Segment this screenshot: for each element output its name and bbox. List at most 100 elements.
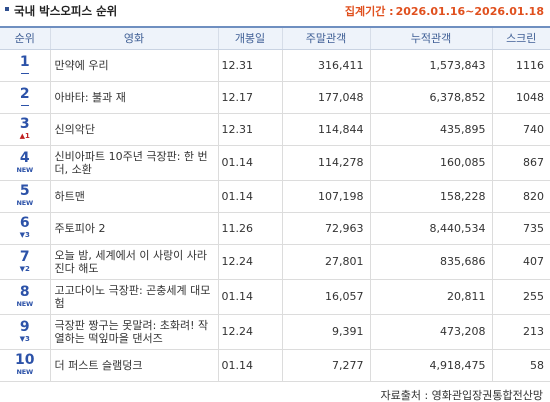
screen-count: 867 <box>491 145 550 181</box>
period-info: 집계기간 :2026.01.16~2026.01.18 <box>345 3 544 19</box>
screen-count: 407 <box>491 244 550 280</box>
column-header-total: 누적관객 <box>369 26 492 50</box>
release-date: 11.26 <box>217 212 282 245</box>
movie-title[interactable]: 더 퍼스트 슬램덩크 <box>49 349 218 382</box>
page-title: 국내 박스오피스 순위 <box>14 4 118 18</box>
release-date: 01.14 <box>217 349 282 382</box>
screen-count: 58 <box>491 349 550 382</box>
rank-cell: 4 NEW <box>0 145 50 181</box>
movie-title[interactable]: 만약에 우리 <box>49 49 218 82</box>
rank-number: 3 <box>19 116 30 132</box>
weekend-audience: 114,278 <box>281 145 370 181</box>
total-audience: 4,918,475 <box>369 349 492 382</box>
screen-count: 213 <box>491 314 550 350</box>
table-header-row: 순위 영화 개봉일 주말관객 누적관객 스크린 <box>0 26 550 50</box>
release-date: 01.14 <box>217 279 282 315</box>
rank-cell: 8 NEW <box>0 279 50 315</box>
new-entry-badge: NEW <box>16 368 34 376</box>
rank-down-indicator: ▼3 <box>19 334 30 343</box>
release-date: 01.14 <box>217 180 282 213</box>
rank-cell: 10 NEW <box>0 349 50 382</box>
screen-count: 255 <box>491 279 550 315</box>
total-audience: 8,440,534 <box>369 212 492 245</box>
weekend-audience: 7,277 <box>281 349 370 382</box>
column-header-rank: 순위 <box>0 26 50 50</box>
release-date: 12.17 <box>217 81 282 114</box>
release-date: 01.14 <box>217 145 282 181</box>
movie-title[interactable]: 하트맨 <box>49 180 218 213</box>
movie-title[interactable]: 아바타: 불과 재 <box>49 81 218 114</box>
table-row[interactable]: 10 NEW 더 퍼스트 슬램덩크 01.14 7,277 4,918,475 58 <box>0 349 550 382</box>
rank-unchanged-icon <box>0 70 50 76</box>
source-note: 자료출처 : 영화관입장권통합전산망 <box>380 389 544 402</box>
rank-unchanged-icon <box>0 102 50 108</box>
movie-title[interactable]: 고고다이노 극장판: 곤충세계 대모험 <box>49 279 218 315</box>
rank-cell: 2 <box>0 81 50 114</box>
new-entry-badge: NEW <box>16 199 34 207</box>
table-row[interactable]: 1 만약에 우리 12.31 316,411 1,573,843 1116 <box>0 49 550 82</box>
rank-number: 4 <box>19 149 30 166</box>
table-row[interactable]: 8 NEW 고고다이노 극장판: 곤충세계 대모험 01.14 16,057 20,811… <box>0 279 550 315</box>
header: 국내 박스오피스 순위 집계기간 :2026.01.16~2026.01.18 <box>0 0 550 22</box>
movie-title[interactable]: 신의악단 <box>49 113 218 146</box>
movie-title[interactable]: 신비아파트 10주년 극장판: 한 번 더, 소환 <box>49 145 218 181</box>
rank-cell: 5 NEW <box>0 180 50 213</box>
screen-count: 1048 <box>491 81 550 114</box>
total-audience: 20,811 <box>369 279 492 315</box>
release-date: 12.24 <box>217 244 282 280</box>
table-row[interactable]: 5 NEW 하트맨 01.14 107,198 158,228 820 <box>0 180 550 213</box>
rank-number: 7 <box>19 248 30 265</box>
rank-number: 8 <box>19 283 30 300</box>
rank-cell: 1 <box>0 49 50 82</box>
total-audience: 435,895 <box>369 113 492 146</box>
column-header-movie: 영화 <box>49 26 218 50</box>
weekend-audience: 9,391 <box>281 314 370 350</box>
movie-title[interactable]: 주토피아 2 <box>49 212 218 245</box>
table-row[interactable]: 9 ▼3 극장판 짱구는 못말려: 초화려! 작열하는 떡잎마을 댄서즈 12.24 9… <box>0 314 550 350</box>
movie-title[interactable]: 오늘 밤, 세계에서 이 사랑이 사라진다 해도 <box>49 244 218 280</box>
release-date: 12.24 <box>217 314 282 350</box>
table-row[interactable]: 3 ▲1 신의악단 12.31 114,844 435,895 740 <box>0 113 550 146</box>
release-date: 12.31 <box>217 49 282 82</box>
period-value: 2026.01.16~2026.01.18 <box>395 5 544 18</box>
rank-cell: 6 ▼3 <box>0 212 50 245</box>
screen-count: 1116 <box>491 49 550 82</box>
total-audience: 473,208 <box>369 314 492 350</box>
weekend-audience: 107,198 <box>281 180 370 213</box>
release-date: 12.31 <box>217 113 282 146</box>
boxoffice-table: 순위 영화 개봉일 주말관객 누적관객 스크린 1 만약에 우리 12.31 316,… <box>0 26 550 382</box>
rank-number: 5 <box>19 183 30 199</box>
new-entry-badge: NEW <box>16 299 34 308</box>
table-row[interactable]: 2 아바타: 불과 재 12.17 177,048 6,378,852 1048 <box>0 81 550 114</box>
total-audience: 1,573,843 <box>369 49 492 82</box>
rank-number: 1 <box>19 53 30 70</box>
rank-down-indicator: ▼2 <box>19 264 30 273</box>
rank-down-indicator: ▼3 <box>19 231 30 239</box>
rank-number: 6 <box>19 215 30 231</box>
rank-cell: 7 ▼2 <box>0 244 50 280</box>
rank-number: 9 <box>19 318 30 335</box>
total-audience: 158,228 <box>369 180 492 213</box>
weekend-audience: 316,411 <box>281 49 370 82</box>
movie-title[interactable]: 극장판 짱구는 못말려: 초화려! 작열하는 떡잎마을 댄서즈 <box>49 314 218 350</box>
table-row[interactable]: 4 NEW 신비아파트 10주년 극장판: 한 번 더, 소환 01.14 114,27… <box>0 145 550 181</box>
table-row[interactable]: 7 ▼2 오늘 밤, 세계에서 이 사랑이 사라진다 해도 12.24 27,801 83… <box>0 244 550 280</box>
weekend-audience: 177,048 <box>281 81 370 114</box>
weekend-audience: 27,801 <box>281 244 370 280</box>
total-audience: 160,085 <box>369 145 492 181</box>
rank-number: 10 <box>15 352 35 368</box>
rank-up-indicator: ▲1 <box>19 132 30 140</box>
total-audience: 835,686 <box>369 244 492 280</box>
weekend-audience: 16,057 <box>281 279 370 315</box>
screen-count: 740 <box>491 113 550 146</box>
bullet-icon <box>5 7 9 11</box>
rank-cell: 9 ▼3 <box>0 314 50 350</box>
total-audience: 6,378,852 <box>369 81 492 114</box>
new-entry-badge: NEW <box>16 165 34 174</box>
rank-cell: 3 ▲1 <box>0 113 50 146</box>
screen-count: 820 <box>491 180 550 213</box>
weekend-audience: 72,963 <box>281 212 370 245</box>
rank-number: 2 <box>19 85 30 102</box>
period-label: 집계기간 : <box>344 5 394 18</box>
table-row[interactable]: 6 ▼3 주토피아 2 11.26 72,963 8,440,534 735 <box>0 212 550 245</box>
